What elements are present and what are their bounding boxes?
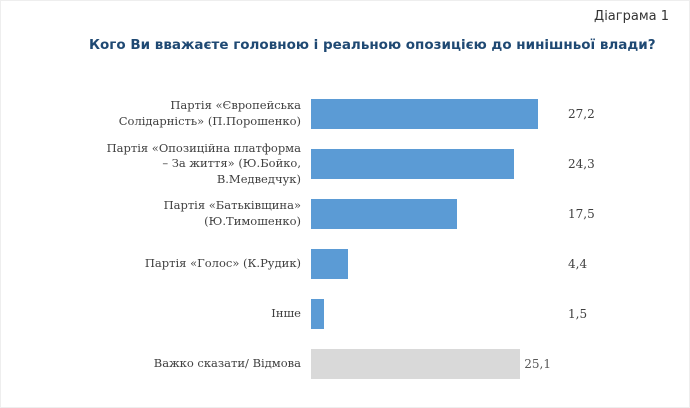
bar xyxy=(311,199,457,229)
value-label: 27,2 xyxy=(568,107,595,121)
category-label: Партія «Опозиційна платформа – За життя»… xyxy=(106,140,301,186)
bar-track xyxy=(311,99,561,129)
value-label: 1,5 xyxy=(568,307,588,321)
chart-row: Партія «Голос» (К.Рудик) 4,4 xyxy=(1,239,689,289)
bar-track: 25,1 xyxy=(311,349,561,379)
bar xyxy=(311,249,348,279)
bar xyxy=(311,299,324,329)
category-label: Партія «Європейська Солідарність» (П.Пор… xyxy=(118,98,301,128)
value-label: 24,3 xyxy=(568,157,595,171)
chart-row: Партія «Батьківщина» (Ю.Тимошенко) 17,5 xyxy=(1,189,689,239)
bar xyxy=(311,99,538,129)
bar-track xyxy=(311,299,561,329)
category-label: Інше xyxy=(271,306,301,321)
horizontal-bar-chart: Партія «Європейська Солідарність» (П.Пор… xyxy=(1,89,689,389)
category-label: Партія «Голос» (К.Рудик) xyxy=(144,256,301,271)
chart-row: Партія «Європейська Солідарність» (П.Пор… xyxy=(1,89,689,139)
bar-track xyxy=(311,249,561,279)
category-label: Партія «Батьківщина» (Ю.Тимошенко) xyxy=(163,198,301,228)
bar-track xyxy=(311,149,561,179)
chart-row: Інше 1,5 xyxy=(1,289,689,339)
bar-track xyxy=(311,199,561,229)
chart-row: Партія «Опозиційна платформа – За життя»… xyxy=(1,139,689,189)
category-label: Важко сказати/ Відмова xyxy=(153,356,301,371)
value-label: 25,1 xyxy=(524,357,551,371)
diagram-number-label: Діаграма 1 xyxy=(594,9,669,24)
bar xyxy=(311,149,514,179)
value-label: 17,5 xyxy=(568,207,595,221)
value-label: 4,4 xyxy=(568,257,588,271)
chart-title: Кого Ви вважаєте головною і реальною опо… xyxy=(89,37,656,53)
chart-row: Важко сказати/ Відмова 25,1 xyxy=(1,339,689,389)
bar xyxy=(311,349,521,379)
